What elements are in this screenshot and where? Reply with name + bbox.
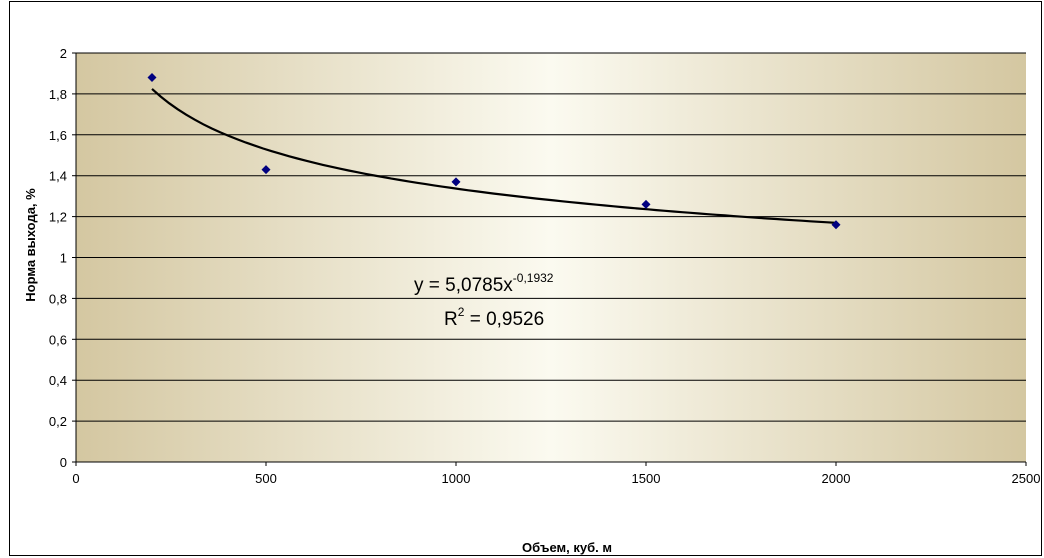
trendline <box>151 88 837 224</box>
data-point <box>261 165 271 175</box>
x-tick-label: 2500 <box>1012 471 1041 486</box>
trendline-equation: y = 5,0785x-0,1932 <box>414 271 554 296</box>
gridlines <box>72 52 1026 463</box>
data-points <box>147 73 841 230</box>
y-axis-title: Норма выхода, % <box>23 188 38 302</box>
data-point <box>451 177 461 187</box>
data-point <box>641 199 651 209</box>
y-tick-label: 1,6 <box>49 128 67 143</box>
data-point <box>831 220 841 230</box>
x-tick-label: 2000 <box>822 471 851 486</box>
r-squared-label: R2 = 0,9526 <box>444 305 544 330</box>
y-tick-label: 0,8 <box>49 291 67 306</box>
y-tick-label: 0,2 <box>49 414 67 429</box>
data-point <box>147 73 157 83</box>
x-axis-title: Объем, куб. м <box>522 540 612 555</box>
x-tick-label: 0 <box>72 471 79 486</box>
x-tick-label: 1500 <box>632 471 661 486</box>
x-tick-label: 1000 <box>442 471 471 486</box>
x-tick-labels: 0 500 1000 1500 2000 2500 <box>72 471 1040 486</box>
y-tick-label: 0,4 <box>49 373 67 388</box>
y-tick-label: 1,4 <box>49 169 67 184</box>
x-tick-label: 500 <box>255 471 277 486</box>
y-tick-label: 1,8 <box>49 87 67 102</box>
y-tick-label: 0 <box>60 455 67 470</box>
y-tick-label: 2 <box>60 46 67 61</box>
y-tick-label: 1 <box>60 251 67 266</box>
axes <box>75 53 1027 466</box>
y-tick-label: 0,6 <box>49 332 67 347</box>
y-tick-labels: 0 0,2 0,4 0,6 0,8 1 1,2 1,4 1,6 1,8 2 <box>49 46 67 470</box>
y-tick-label: 1,2 <box>49 210 67 225</box>
